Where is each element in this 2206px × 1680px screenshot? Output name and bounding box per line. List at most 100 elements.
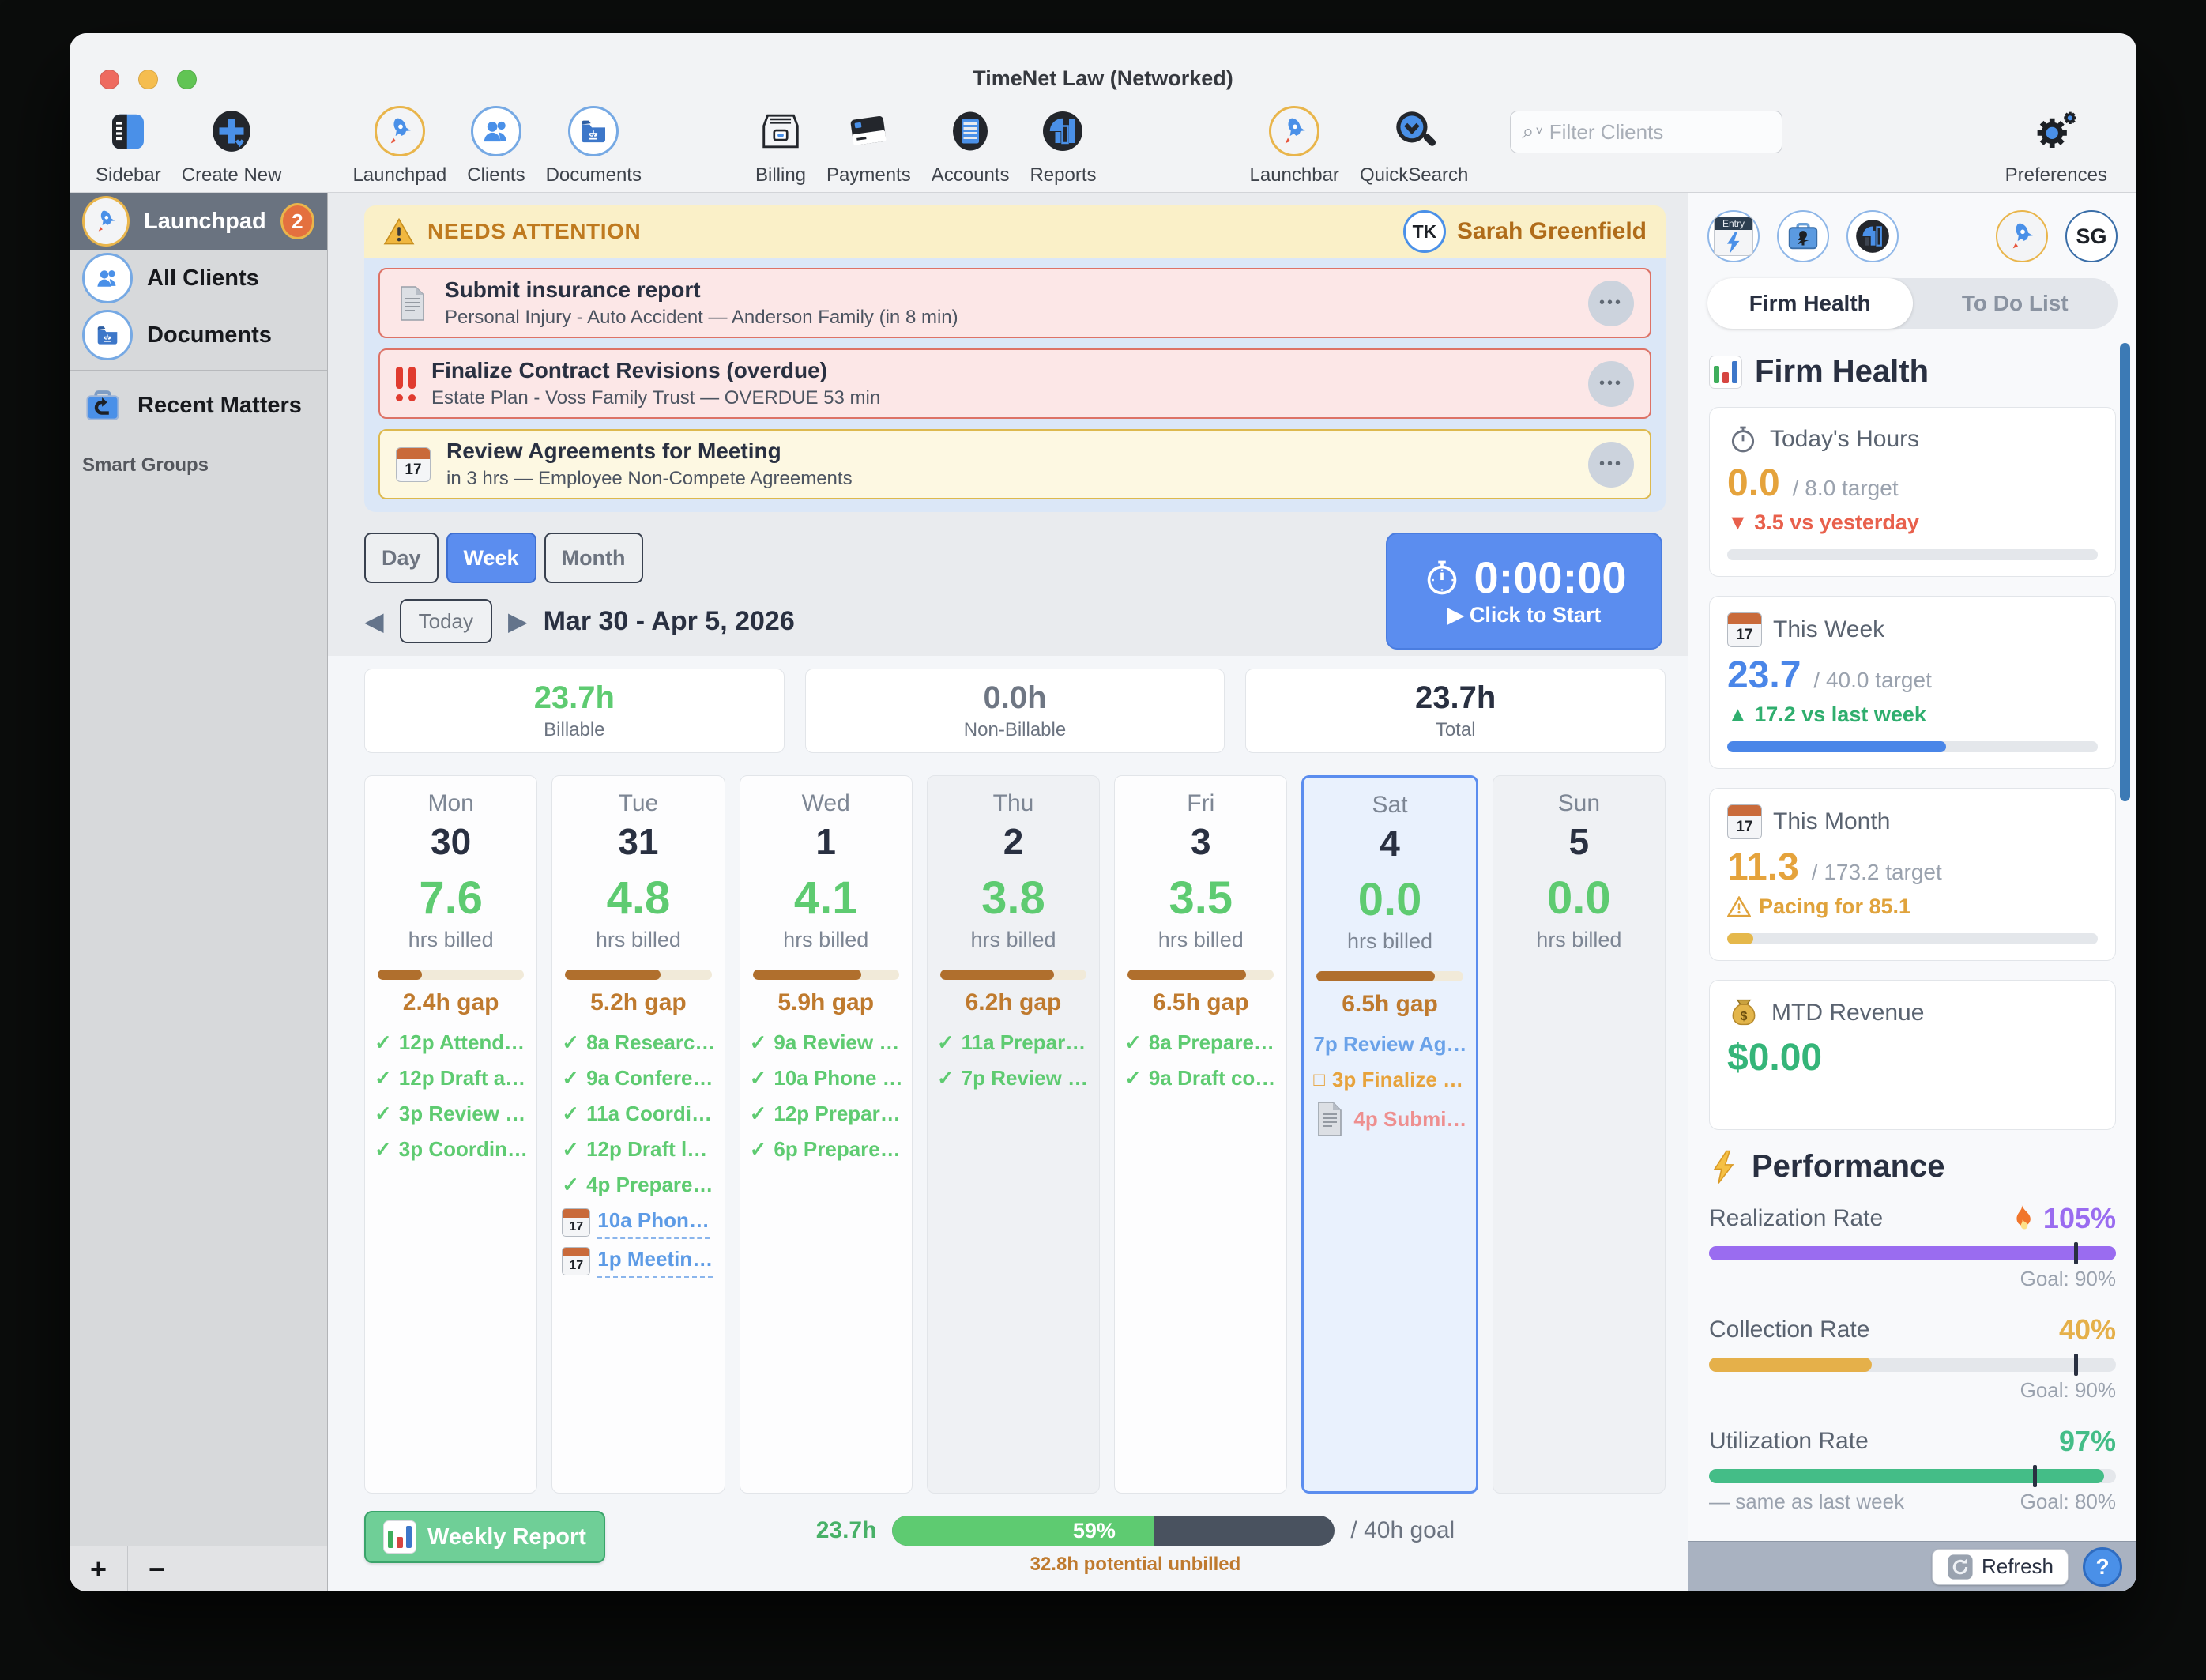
- minimize-button[interactable]: [138, 70, 158, 89]
- toolbar-billing[interactable]: Billing: [755, 104, 806, 186]
- toolbar-sidebar[interactable]: Sidebar: [96, 104, 161, 186]
- attention-item[interactable]: 17 Review Agreements for Meeting in 3 hrs …: [378, 429, 1651, 499]
- view-button-month[interactable]: Month: [544, 533, 643, 583]
- timer-start-button[interactable]: 0:00:00 ▶ Click to Start: [1386, 533, 1662, 650]
- day-column-sun[interactable]: Sun 5 0.0 hrs billed: [1492, 775, 1666, 1494]
- toolbar-launchpad[interactable]: Launchpad: [352, 104, 446, 186]
- next-arrow-icon[interactable]: ▶: [508, 607, 528, 635]
- chart-icon: [383, 1520, 416, 1554]
- task-completed[interactable]: ✓ 11a Prepar…: [936, 1030, 1086, 1054]
- remove-button[interactable]: −: [128, 1546, 186, 1591]
- sidebar-item-all-clients[interactable]: All Clients: [70, 250, 327, 307]
- rocket-icon: [1278, 115, 1310, 147]
- weekly-report-button[interactable]: Weekly Report: [364, 1511, 605, 1563]
- task-completed[interactable]: ✓ 12p Prepar…: [749, 1102, 901, 1125]
- attention-item[interactable]: Finalize Contract Revisions (overdue) Est…: [378, 348, 1651, 419]
- day-column-tue[interactable]: Tue 31 4.8 hrs billed 5.2h gap ✓ 8a Researc… ✓ 9…: [552, 775, 725, 1494]
- date-navigation: ◀ Today ▶ Mar 30 - Apr 5, 2026: [364, 599, 1666, 643]
- needs-attention-panel: NEEDS ATTENTION TK Sarah Greenfield Subm…: [364, 205, 1666, 512]
- task-completed[interactable]: ✓ 12p Attend…: [375, 1030, 525, 1054]
- day-column-thu[interactable]: Thu 2 3.8 hrs billed 6.2h gap ✓ 11a Prepar… ✓ 7p…: [926, 775, 1101, 1494]
- calendar-event[interactable]: 17 1p Meetin…: [562, 1244, 714, 1278]
- day-date: 2: [1003, 821, 1024, 862]
- analytics-button[interactable]: [1846, 210, 1899, 262]
- day-hours-billed: 4.1: [793, 872, 858, 924]
- task-scheduled[interactable]: 7p Review Ag…: [1313, 1032, 1466, 1056]
- day-column-wed[interactable]: Wed 1 4.1 hrs billed 5.9h gap ✓ 9a Review … ✓ 10…: [739, 775, 913, 1494]
- gear-icon: [2031, 107, 2080, 156]
- quick-entry-button[interactable]: Entry: [1707, 210, 1760, 262]
- needs-attention-title: NEEDS ATTENTION: [427, 219, 642, 243]
- refresh-button[interactable]: Refresh: [1931, 1548, 2069, 1585]
- billing-icon: [758, 108, 804, 154]
- sidebar-item-documents[interactable]: Documents: [70, 307, 327, 363]
- task-completed[interactable]: ✓ 3p Coordin…: [375, 1137, 528, 1161]
- gap-progressbar: [939, 970, 1087, 980]
- task-completed[interactable]: ✓ 8a Prepare…: [1124, 1030, 1274, 1054]
- toolbar-reports[interactable]: Reports: [1030, 104, 1097, 186]
- summary-card-total: 23.7h Total: [1245, 669, 1666, 753]
- calendar-icon: 17: [562, 1246, 591, 1275]
- toolbar-launchbar[interactable]: Launchbar: [1250, 104, 1339, 186]
- calendar-event[interactable]: 17 10a Phon…: [562, 1205, 714, 1239]
- document-icon: [396, 284, 429, 322]
- toolbar-quicksearch[interactable]: QuickSearch: [1360, 104, 1468, 186]
- task-completed[interactable]: ✓ 9a Confere…: [562, 1066, 713, 1090]
- task-completed[interactable]: ✓ 4p Prepare…: [562, 1173, 713, 1196]
- panel-footer: Refresh ?: [1688, 1541, 2136, 1591]
- task-completed[interactable]: ✓ 12p Draft a…: [375, 1066, 526, 1090]
- goal-tick: [2073, 1354, 2078, 1376]
- task-completed[interactable]: ✓ 8a Researc…: [562, 1030, 715, 1054]
- task-document[interactable]: 4p Submi…: [1313, 1100, 1466, 1138]
- svg-text:$: $: [1741, 1010, 1748, 1023]
- panel-scrollbar[interactable]: [2120, 343, 2130, 801]
- toolbar-documents[interactable]: Documents: [546, 104, 642, 186]
- day-column-sat[interactable]: Sat 4 0.0 hrs billed 6.5h gap 7p Review Ag… □ 3…: [1301, 775, 1478, 1494]
- sidebar-item-launchpad[interactable]: Launchpad 2: [70, 193, 327, 250]
- more-options-button[interactable]: •••: [1588, 360, 1634, 407]
- filter-clients-search[interactable]: ⌕ ˅: [1510, 111, 1814, 153]
- sidebar-item-label: All Clients: [147, 265, 259, 291]
- toolbar-payments[interactable]: Payments: [826, 104, 911, 186]
- task-completed[interactable]: ✓ 12p Draft l…: [562, 1137, 708, 1161]
- task-completed[interactable]: ✓ 7p Review …: [936, 1066, 1089, 1090]
- sidebar-icon: [104, 107, 152, 155]
- close-button[interactable]: [100, 70, 119, 89]
- prev-arrow-icon[interactable]: ◀: [364, 607, 384, 635]
- toolbar-create-new[interactable]: Create New: [182, 104, 281, 186]
- task-completed[interactable]: ✓ 6p Prepare…: [749, 1137, 901, 1161]
- pinned-matters-button[interactable]: [1777, 210, 1829, 262]
- window-controls: [100, 70, 197, 89]
- more-options-button[interactable]: •••: [1588, 441, 1634, 488]
- task-completed[interactable]: ✓ 11a Coordi…: [562, 1102, 713, 1125]
- task-completed[interactable]: ✓ 10a Phone …: [749, 1066, 902, 1090]
- tab-firm-health[interactable]: Firm Health: [1707, 278, 1913, 329]
- toolbar-clients[interactable]: Clients: [467, 104, 525, 186]
- add-button[interactable]: +: [70, 1546, 128, 1591]
- sidebar-item-recent-matters[interactable]: Recent Matters: [70, 377, 327, 434]
- task-todo[interactable]: □ 3p Finalize …: [1313, 1068, 1464, 1091]
- week-board: 23.7h Billable 0.0h Non-Billable 23.7h Total …: [328, 656, 1688, 1591]
- toolbar-accounts[interactable]: Accounts: [932, 104, 1009, 186]
- today-button[interactable]: Today: [399, 599, 492, 643]
- task-completed[interactable]: ✓ 3p Review …: [375, 1102, 526, 1125]
- day-date: 30: [431, 821, 472, 862]
- user-avatar[interactable]: SG: [2065, 210, 2118, 262]
- day-column-mon[interactable]: Mon 30 7.6 hrs billed 2.4h gap ✓ 12p Attend… ✓ 1…: [364, 775, 538, 1494]
- gap-progressbar: [752, 970, 899, 980]
- day-hours-billed: 3.5: [1169, 872, 1233, 924]
- view-button-week[interactable]: Week: [446, 533, 536, 583]
- tab-to-do-list[interactable]: To Do List: [1961, 291, 2069, 315]
- filter-clients-input[interactable]: [1549, 119, 1814, 145]
- attention-item[interactable]: Submit insurance report Personal Injury -…: [378, 268, 1651, 338]
- launchpad-shortcut-button[interactable]: [1996, 210, 2048, 262]
- day-column-fri[interactable]: Fri 3 3.5 hrs billed 6.5h gap ✓ 8a Prepare… ✓ 9a…: [1114, 775, 1288, 1494]
- view-button-day[interactable]: Day: [364, 533, 439, 583]
- toolbar-preferences[interactable]: Preferences: [2005, 104, 2107, 186]
- content: Launchpad 2 All Clients Documents Recent Mat…: [70, 193, 2136, 1591]
- task-completed[interactable]: ✓ 9a Review …: [749, 1030, 900, 1054]
- task-completed[interactable]: ✓ 9a Draft co…: [1124, 1066, 1276, 1090]
- more-options-button[interactable]: •••: [1588, 280, 1634, 326]
- zoom-button[interactable]: [177, 70, 197, 89]
- help-button[interactable]: ?: [2083, 1546, 2122, 1587]
